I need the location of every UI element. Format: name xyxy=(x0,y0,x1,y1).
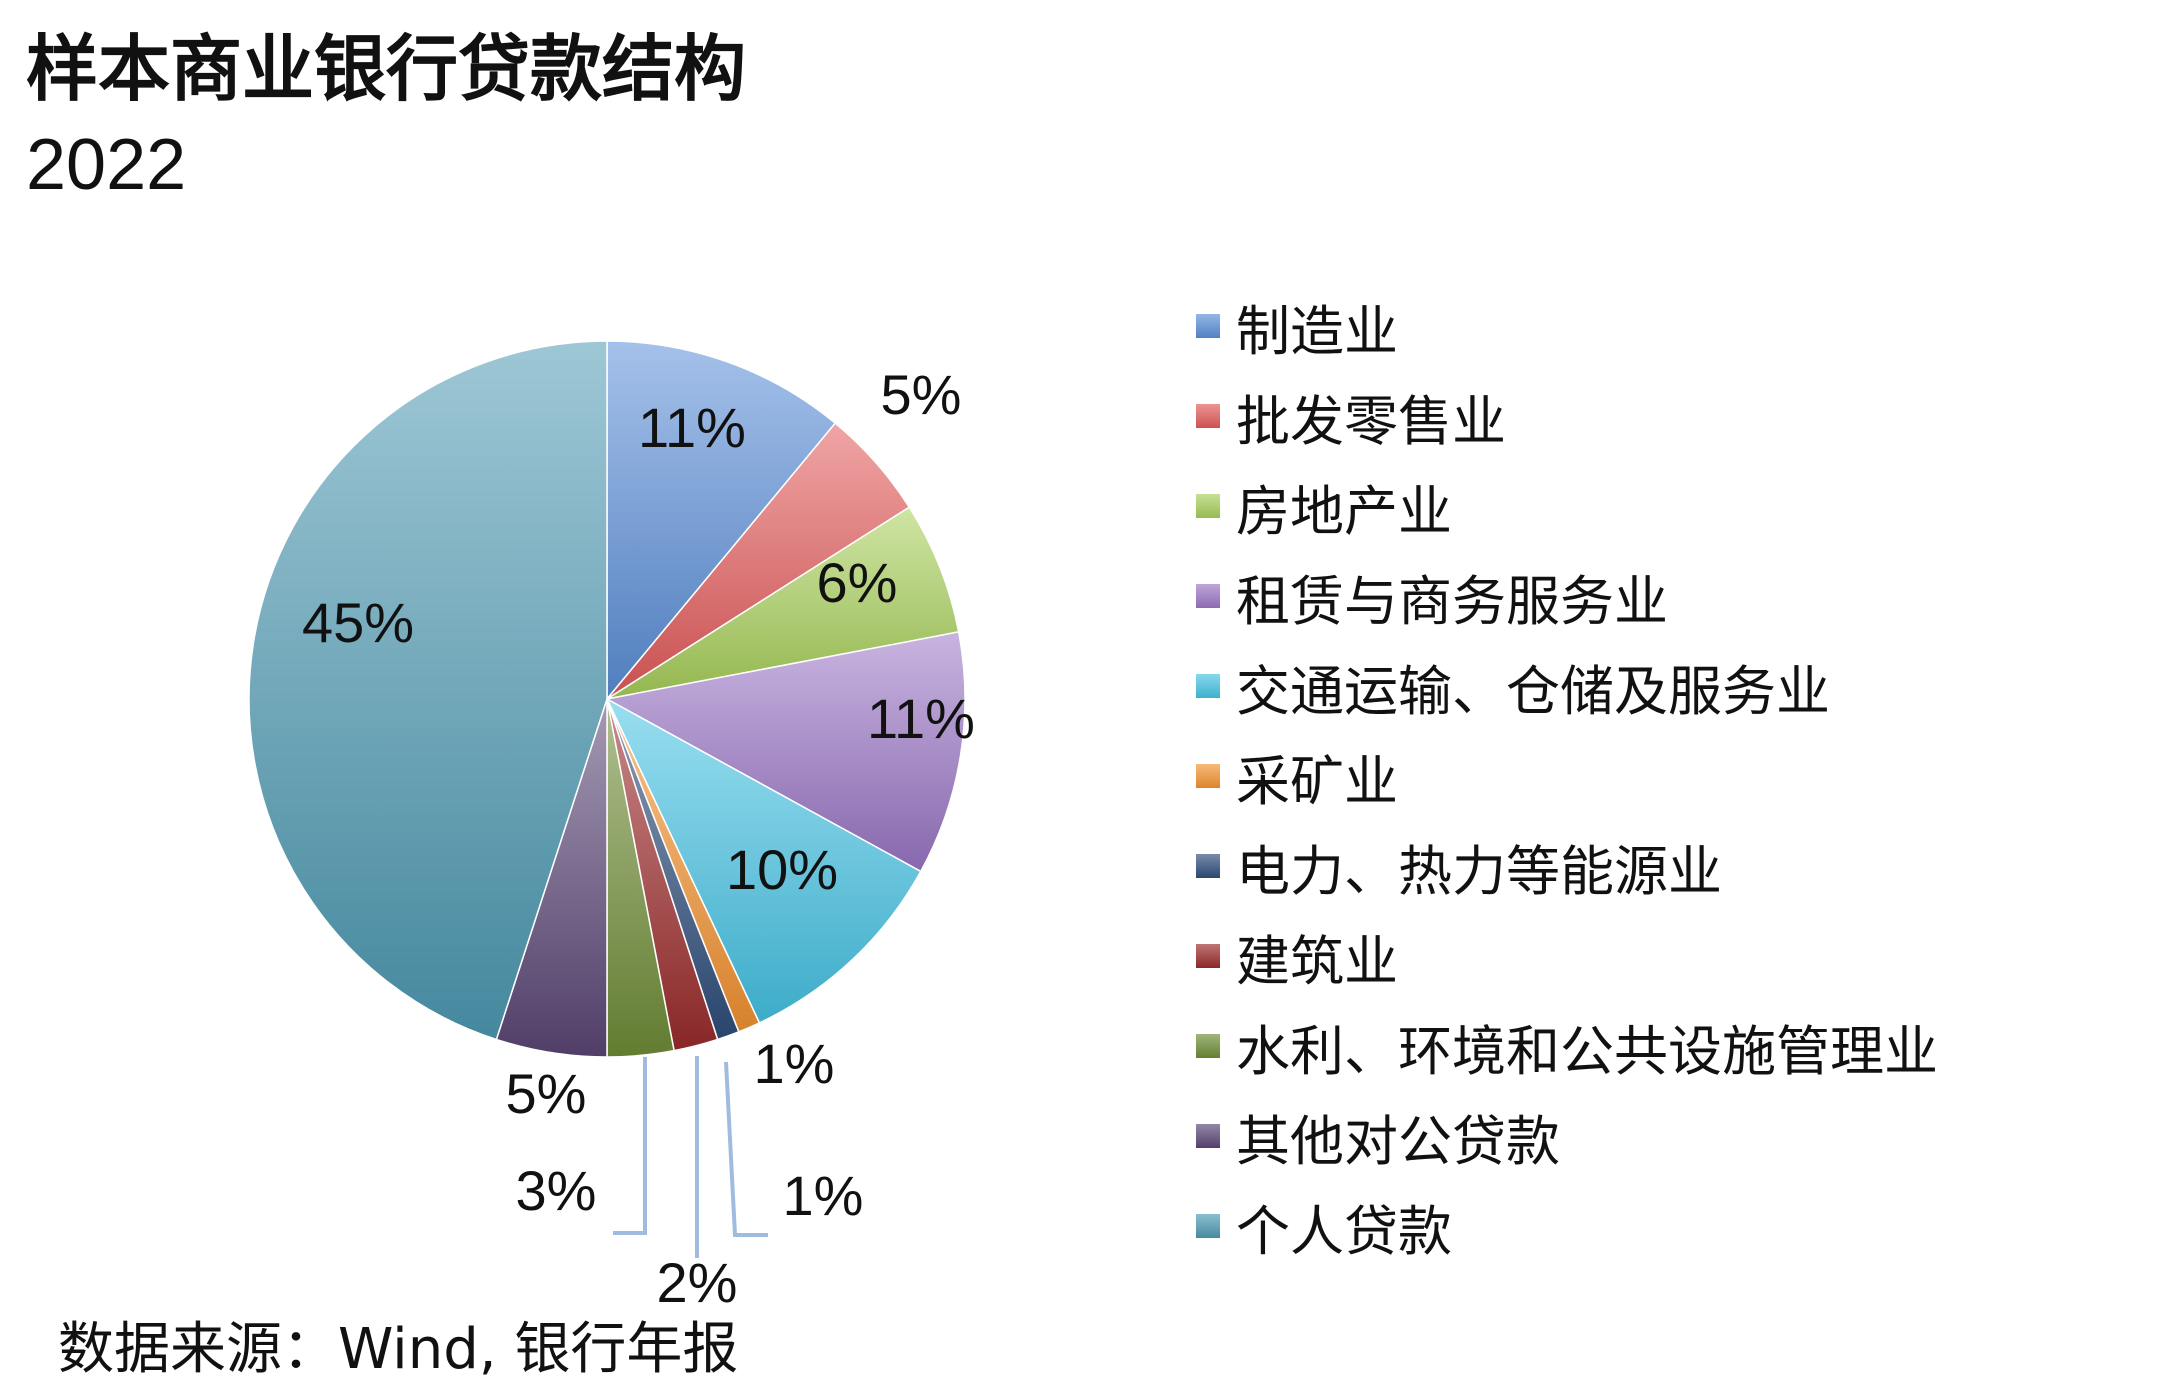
legend-label: 采矿业 xyxy=(1236,749,1398,813)
legend-label: 个人贷款 xyxy=(1236,1199,1452,1263)
legend-label: 批发零售业 xyxy=(1236,389,1506,453)
legend-label: 建筑业 xyxy=(1236,929,1398,993)
legend-swatch xyxy=(1196,1034,1220,1058)
pie-slice-4 xyxy=(605,697,922,1024)
legend-item-0: 制造业 xyxy=(1196,281,1938,371)
legend-item-5: 采矿业 xyxy=(1196,731,1938,821)
pie-slices xyxy=(248,340,966,1058)
legend-item-6: 电力、热力等能源业 xyxy=(1196,821,1938,911)
source-note: 数据来源：Wind, 银行年报 xyxy=(58,1317,739,1382)
legend-swatch xyxy=(1196,584,1220,608)
legend-swatch xyxy=(1196,314,1220,338)
legend-swatch xyxy=(1196,1124,1220,1148)
legend-swatch xyxy=(1196,494,1220,518)
legend-swatch xyxy=(1196,944,1220,968)
data-label-2: 6% xyxy=(817,551,898,614)
chart-subtitle: 2022 xyxy=(26,125,187,205)
pie-slice-0 xyxy=(606,340,837,702)
legend-swatch xyxy=(1196,404,1220,428)
chart-title: 样本商业银行贷款结构 xyxy=(26,27,747,111)
legend-item-3: 租赁与商务服务业 xyxy=(1196,551,1938,641)
leader-line-6 xyxy=(724,1061,768,1237)
legend-swatch xyxy=(1196,1214,1220,1238)
data-labels: 11% 5% 6% 11% 10% 1% 1% 2% 3% 5% 45% xyxy=(302,363,975,1314)
legend-item-7: 建筑业 xyxy=(1196,911,1938,1001)
data-label-4: 10% xyxy=(726,838,838,901)
data-label-1: 5% xyxy=(881,363,962,426)
legend-swatch xyxy=(1196,764,1220,788)
legend-label: 房地产业 xyxy=(1236,479,1452,543)
legend-item-10: 个人贷款 xyxy=(1196,1181,1938,1271)
data-label-5: 1% xyxy=(754,1032,835,1095)
data-label-9: 5% xyxy=(506,1062,587,1125)
data-label-0: 11% xyxy=(638,396,746,459)
legend-label: 交通运输、仓储及服务业 xyxy=(1236,659,1830,723)
data-label-8: 3% xyxy=(516,1159,597,1222)
legend-label: 租赁与商务服务业 xyxy=(1236,569,1668,633)
leader-lines xyxy=(613,1056,768,1258)
data-label-7: 2% xyxy=(657,1251,738,1314)
legend-item-1: 批发零售业 xyxy=(1196,371,1938,461)
legend-item-8: 水利、环境和公共设施管理业 xyxy=(1196,1001,1938,1091)
legend-item-2: 房地产业 xyxy=(1196,461,1938,551)
pie-slice-3 xyxy=(604,631,966,873)
legend-item-4: 交通运输、仓储及服务业 xyxy=(1196,641,1938,731)
pie-slice-10 xyxy=(248,340,608,1041)
data-label-6: 1% xyxy=(783,1164,864,1227)
legend-label: 其他对公贷款 xyxy=(1236,1109,1560,1173)
legend-label: 电力、热力等能源业 xyxy=(1236,839,1722,903)
legend-swatch xyxy=(1196,674,1220,698)
legend-swatch xyxy=(1196,854,1220,878)
leader-line-8 xyxy=(613,1057,647,1235)
data-label-10: 45% xyxy=(302,591,414,654)
legend-label: 水利、环境和公共设施管理业 xyxy=(1236,1019,1938,1083)
legend-label: 制造业 xyxy=(1236,299,1398,363)
legend-item-9: 其他对公贷款 xyxy=(1196,1091,1938,1181)
data-label-3: 11% xyxy=(867,687,975,750)
pie-slice-2 xyxy=(606,506,960,700)
chart-legend: 制造业批发零售业房地产业租赁与商务服务业交通运输、仓储及服务业 采矿业电力、热力等… xyxy=(1196,281,1938,1271)
